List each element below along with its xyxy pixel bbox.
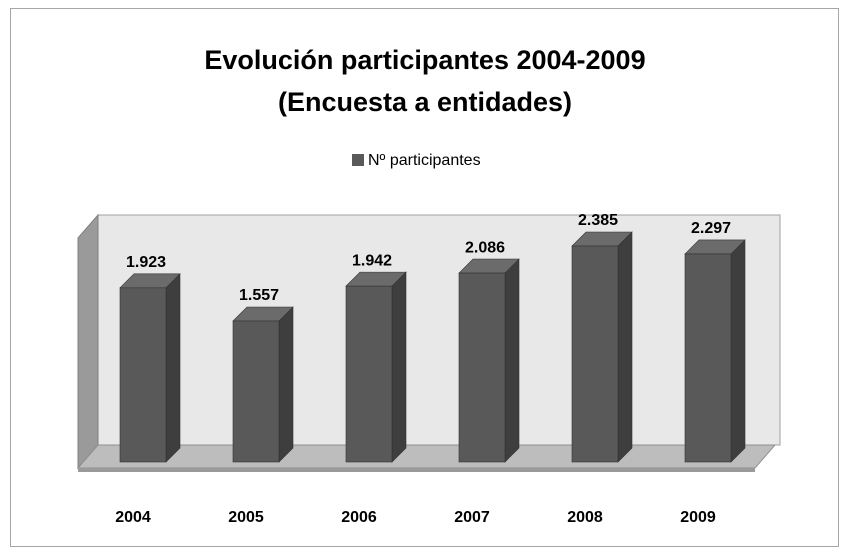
bar — [458, 258, 520, 463]
value-label: 2.297 — [691, 220, 731, 237]
value-label: 1.557 — [239, 287, 279, 304]
value-label: 2.086 — [465, 239, 505, 256]
value-label: 1.942 — [352, 252, 392, 269]
bar — [232, 306, 294, 463]
bar — [345, 271, 407, 463]
bar — [684, 239, 746, 463]
bar-side — [391, 271, 407, 463]
value-label: 2.385 — [578, 212, 618, 229]
bar-front — [571, 245, 619, 463]
bar-front — [684, 253, 732, 463]
floor — [76, 444, 777, 469]
bar-front — [119, 287, 167, 463]
bar-side — [165, 273, 181, 463]
bar-front — [232, 320, 280, 463]
bar — [119, 273, 181, 463]
bar-side — [730, 239, 746, 463]
x-tick-label: 2006 — [341, 509, 377, 526]
x-tick-label: 2005 — [228, 509, 264, 526]
bar-side — [504, 258, 520, 463]
x-tick-label: 2007 — [454, 509, 490, 526]
bar-side — [278, 306, 294, 463]
back-wall — [97, 214, 781, 446]
bar-front — [458, 272, 506, 463]
side-wall — [77, 213, 99, 470]
legend-label: Nº participantes — [368, 152, 481, 169]
x-tick-label: 2004 — [115, 509, 151, 526]
legend: Nº participantes — [352, 152, 481, 169]
floor-edge — [78, 468, 755, 472]
x-tick-label: 2008 — [567, 509, 603, 526]
bar-front — [345, 285, 393, 463]
chart-title: Evolución participantes 2004-2009 — [204, 45, 645, 75]
bar-side — [617, 231, 633, 463]
chart-subtitle: (Encuesta a entidades) — [278, 87, 572, 117]
legend-swatch — [352, 154, 364, 166]
value-label: 1.923 — [126, 254, 166, 271]
x-tick-label: 2009 — [680, 509, 716, 526]
bar — [571, 231, 633, 463]
